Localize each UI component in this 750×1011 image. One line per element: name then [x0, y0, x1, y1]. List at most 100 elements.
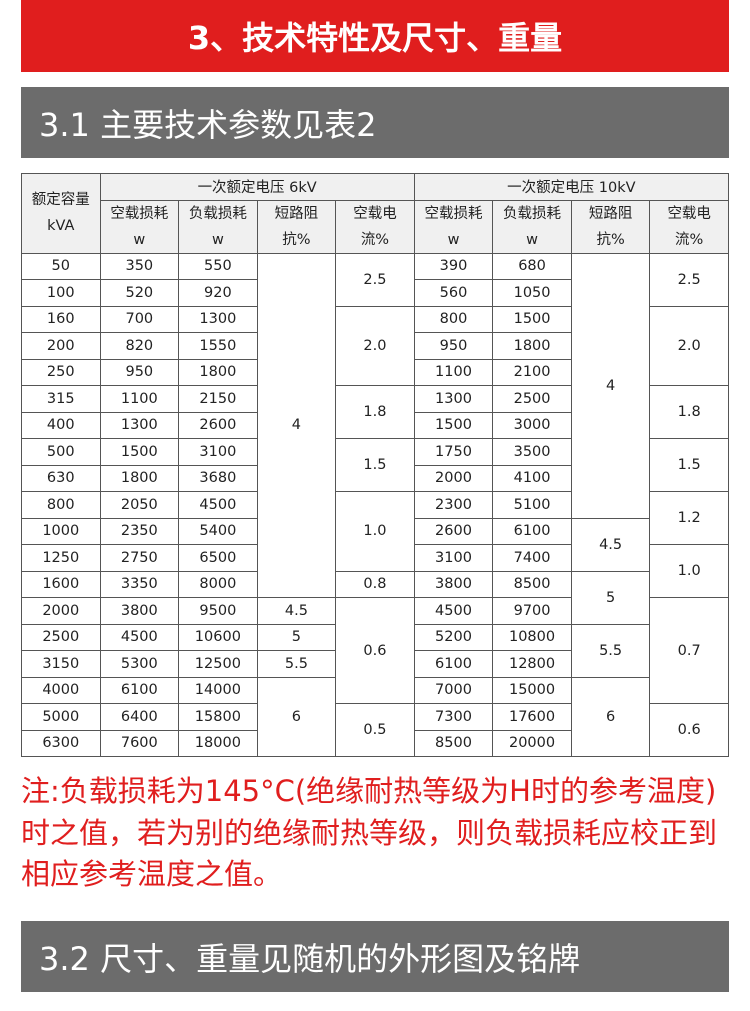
load-loss-10kv-cell: 1050: [492, 279, 572, 307]
capacity-cell: 315: [21, 385, 101, 413]
capacity-cell: 800: [21, 491, 101, 519]
no-load-loss-10kv-cell: 4500: [413, 597, 494, 625]
no-load-current-10kv-cell: 1.0: [649, 544, 729, 598]
load-loss-6kv-cell: 5400: [178, 517, 258, 545]
table-row: 6300 7600 18000 8500 20000: [21, 729, 729, 757]
table-row: 2500 4500 10600 5 5200 10800 5.5: [21, 623, 729, 678]
impedance-6kv-cell: 5.5: [256, 650, 337, 678]
table-row: 3150 5300 12500 5.5 6100 12800: [21, 650, 729, 678]
no-load-current-6kv-cell: 0.6: [335, 597, 415, 704]
load-loss-10kv-cell: 1800: [492, 332, 572, 360]
note-text: 注:负载损耗为145°C(绝缘耐热等级为H时的参考温度)时之值，若为别的绝缘耐热…: [21, 774, 718, 891]
capacity-cell: 5000: [21, 703, 101, 731]
capacity-cell: 400: [21, 411, 101, 439]
load-loss-6kv-cell: 920: [178, 279, 258, 307]
table-row: 800 2050 4500 1.0 2300 5100 1.2: [21, 491, 729, 572]
header-load-loss-10kv: 负载损耗 w: [492, 199, 572, 254]
no-load-loss-6kv-cell: 1300: [99, 411, 180, 439]
impedance-10kv-cell: 5.5: [570, 623, 651, 678]
section-heading-3-1: 3.1 主要技术参数见表2: [21, 87, 729, 158]
no-load-loss-6kv-cell: 1100: [99, 385, 180, 413]
no-load-loss-6kv-cell: 2750: [99, 544, 180, 572]
load-loss-10kv-cell: 6100: [492, 517, 572, 545]
no-load-loss-10kv-cell: 390: [413, 252, 494, 280]
no-load-loss-10kv-cell: 3100: [413, 544, 494, 572]
page-title: 3、技术特性及尺寸、重量: [21, 0, 729, 72]
capacity-cell: 2500: [21, 623, 101, 651]
no-load-loss-6kv-cell: 3350: [99, 570, 180, 598]
capacity-cell: 630: [21, 464, 101, 492]
capacity-cell: 200: [21, 332, 101, 360]
load-loss-10kv-cell: 15000: [492, 676, 572, 704]
technical-parameters-table: 额定容量 kVA 一次额定电压 6kV 一次额定电压 10kV 空载损耗 w 负载损耗…: [21, 173, 730, 757]
no-load-loss-6kv-cell: 7600: [99, 729, 180, 757]
header-load-loss-6kv: 负载损耗 w: [178, 199, 258, 254]
impedance-10kv-cell: 6: [570, 676, 651, 757]
no-load-loss-6kv-cell: 6400: [99, 703, 180, 731]
load-loss-10kv-cell: 7400: [492, 544, 572, 572]
no-load-loss-10kv-cell: 800: [413, 305, 494, 333]
no-load-current-10kv-cell: 1.5: [649, 438, 729, 492]
impedance-10kv-cell: 4: [570, 252, 651, 519]
no-load-loss-6kv-cell: 820: [99, 332, 180, 360]
load-loss-10kv-cell: 17600: [492, 703, 572, 731]
load-loss-6kv-cell: 10600: [178, 623, 258, 651]
capacity-cell: 50: [21, 252, 101, 280]
no-load-loss-10kv-cell: 2000: [413, 464, 494, 492]
no-load-current-6kv-cell: 2.0: [335, 305, 415, 386]
load-loss-10kv-cell: 10800: [492, 623, 572, 651]
no-load-loss-6kv-cell: 700: [99, 305, 180, 333]
no-load-loss-6kv-cell: 350: [99, 252, 180, 280]
load-loss-10kv-cell: 4100: [492, 464, 572, 492]
table-row: 50 350 550 4 2.5 390 680 4 2.5: [21, 252, 729, 598]
no-load-current-6kv-cell: 2.5: [335, 252, 415, 307]
table-row: 160 700 1300 2.0 800 1500 2.0: [21, 305, 729, 386]
load-loss-10kv-cell: 9700: [492, 597, 572, 625]
no-load-loss-10kv-cell: 1750: [413, 438, 494, 466]
load-loss-6kv-cell: 9500: [178, 597, 258, 625]
capacity-cell: 1600: [21, 570, 101, 598]
no-load-loss-6kv-cell: 520: [99, 279, 180, 307]
capacity-cell: 6300: [21, 729, 101, 757]
load-loss-6kv-cell: 14000: [178, 676, 258, 704]
no-load-current-10kv-cell: 0.7: [649, 597, 729, 704]
no-load-current-6kv-cell: 0.5: [335, 703, 415, 757]
capacity-cell: 160: [21, 305, 101, 333]
load-loss-6kv-cell: 550: [178, 252, 258, 280]
header-no-load-loss-10kv: 空载损耗 w: [413, 199, 494, 254]
load-loss-10kv-cell: 20000: [492, 729, 572, 757]
no-load-loss-6kv-cell: 1500: [99, 438, 180, 466]
no-load-current-10kv-cell: 0.6: [649, 703, 729, 757]
capacity-cell: 3150: [21, 650, 101, 678]
load-loss-10kv-cell: 1500: [492, 305, 572, 333]
no-load-current-6kv-cell: 0.8: [335, 570, 415, 598]
no-load-loss-10kv-cell: 2300: [413, 491, 494, 519]
impedance-10kv-cell: 4.5: [570, 517, 651, 572]
load-loss-6kv-cell: 18000: [178, 729, 258, 757]
no-load-loss-10kv-cell: 6100: [413, 650, 494, 678]
no-load-loss-10kv-cell: 1500: [413, 411, 494, 439]
capacity-header: 额定容量 kVA: [21, 173, 101, 254]
table-row: 315 1100 2150 1.8 1300 2500 1.8: [21, 385, 729, 439]
header-no-load-current-6kv: 空载电 流%: [335, 199, 415, 254]
table-row: 5000 6400 15800 0.5 7300 17600 0.6: [21, 703, 729, 757]
capacity-cell: 4000: [21, 676, 101, 704]
no-load-loss-10kv-cell: 950: [413, 332, 494, 360]
no-load-current-6kv-cell: 1.8: [335, 385, 415, 439]
load-loss-6kv-cell: 1550: [178, 332, 258, 360]
load-loss-6kv-cell: 6500: [178, 544, 258, 572]
no-load-current-6kv-cell: 1.0: [335, 491, 415, 572]
no-load-loss-6kv-cell: 950: [99, 358, 180, 386]
no-load-loss-6kv-cell: 6100: [99, 676, 180, 704]
load-loss-6kv-cell: 3680: [178, 464, 258, 492]
impedance-6kv-cell: 4: [256, 252, 337, 598]
load-loss-6kv-cell: 12500: [178, 650, 258, 678]
no-load-loss-10kv-cell: 7000: [413, 676, 494, 704]
impedance-6kv-cell: 6: [256, 676, 337, 757]
capacity-cell: 100: [21, 279, 101, 307]
header-no-load-loss-6kv: 空载损耗 w: [99, 199, 180, 254]
table-row: 100 520 920 560 1050: [21, 279, 729, 307]
header-impedance-6kv: 短路阻 抗%: [256, 199, 337, 254]
impedance-6kv-cell: 5: [256, 623, 337, 651]
no-load-loss-10kv-cell: 2600: [413, 517, 494, 545]
